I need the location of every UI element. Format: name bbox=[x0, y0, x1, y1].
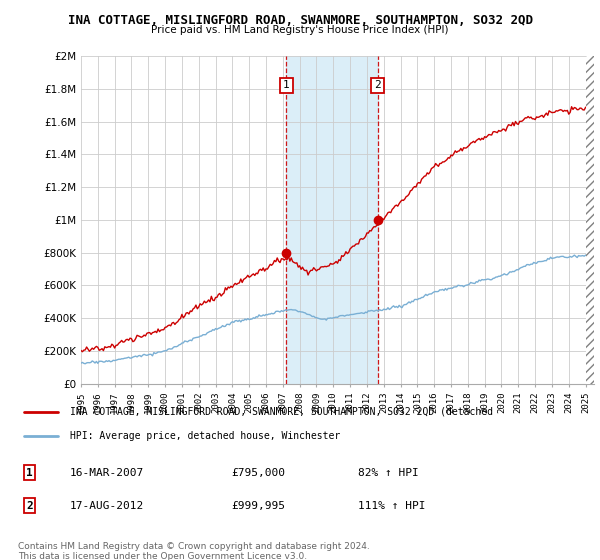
Text: 1: 1 bbox=[26, 468, 32, 478]
Text: 2: 2 bbox=[374, 81, 381, 91]
Text: Contains HM Land Registry data © Crown copyright and database right 2024.
This d: Contains HM Land Registry data © Crown c… bbox=[18, 542, 370, 560]
Text: Price paid vs. HM Land Registry's House Price Index (HPI): Price paid vs. HM Land Registry's House … bbox=[151, 25, 449, 35]
Text: £999,995: £999,995 bbox=[231, 501, 285, 511]
Text: 111% ↑ HPI: 111% ↑ HPI bbox=[358, 501, 425, 511]
Text: 1: 1 bbox=[283, 81, 290, 91]
Text: 17-AUG-2012: 17-AUG-2012 bbox=[70, 501, 144, 511]
Text: INA COTTAGE, MISLINGFORD ROAD, SWANMORE, SOUTHAMPTON, SO32 2QD (detached: INA COTTAGE, MISLINGFORD ROAD, SWANMORE,… bbox=[70, 407, 493, 417]
Bar bbox=[586, 56, 600, 384]
Text: 82% ↑ HPI: 82% ↑ HPI bbox=[358, 468, 418, 478]
Text: INA COTTAGE, MISLINGFORD ROAD, SWANMORE, SOUTHAMPTON, SO32 2QD: INA COTTAGE, MISLINGFORD ROAD, SWANMORE,… bbox=[67, 14, 533, 27]
Text: 16-MAR-2007: 16-MAR-2007 bbox=[70, 468, 144, 478]
Text: HPI: Average price, detached house, Winchester: HPI: Average price, detached house, Winc… bbox=[70, 431, 340, 441]
Text: £795,000: £795,000 bbox=[231, 468, 285, 478]
Text: 2: 2 bbox=[26, 501, 32, 511]
Bar bbox=[286, 56, 377, 384]
